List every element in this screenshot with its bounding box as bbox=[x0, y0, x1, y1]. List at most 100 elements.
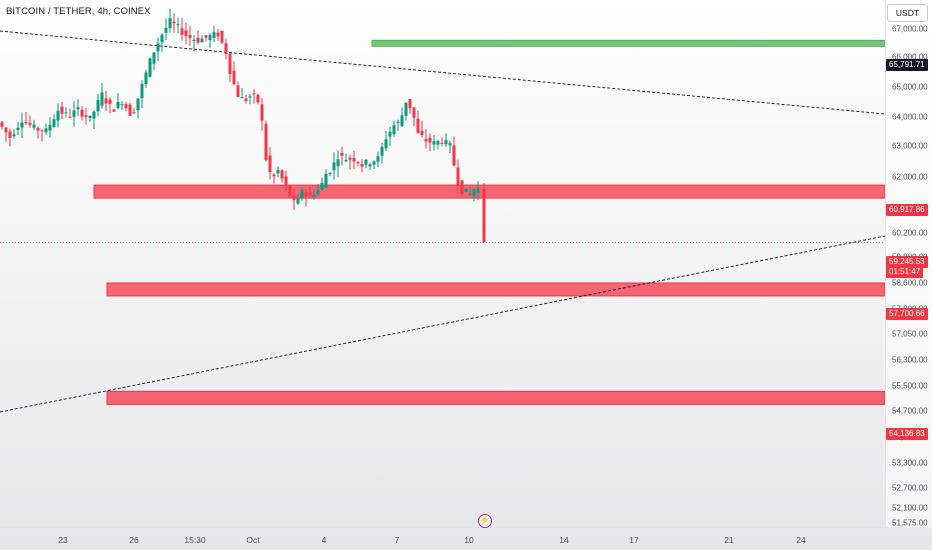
candle-body bbox=[116, 102, 120, 108]
candle-body bbox=[144, 72, 148, 85]
price-tick: 62,000.00 bbox=[892, 172, 928, 182]
candle-body bbox=[0, 122, 4, 127]
candle-body bbox=[192, 39, 196, 42]
candle-body bbox=[120, 104, 124, 106]
candle-body bbox=[316, 189, 320, 195]
candle-body bbox=[460, 180, 464, 194]
candle-body bbox=[396, 121, 400, 124]
time-tick: 26 bbox=[129, 535, 139, 545]
candle-body bbox=[296, 198, 300, 204]
candle-body bbox=[72, 110, 76, 117]
price-plot[interactable] bbox=[0, 0, 885, 527]
candle-body bbox=[172, 21, 176, 24]
candle-body bbox=[436, 140, 440, 145]
candle-body bbox=[68, 116, 72, 118]
candle-body bbox=[448, 143, 452, 146]
candle-body bbox=[428, 137, 432, 143]
price-tick: 58,600.00 bbox=[892, 278, 928, 288]
candle-body bbox=[132, 112, 136, 114]
candle-body bbox=[332, 162, 336, 171]
time-axis[interactable] bbox=[0, 527, 885, 550]
zone-support bbox=[93, 184, 885, 199]
time-tick: 7 bbox=[394, 535, 400, 545]
time-tick: 4 bbox=[321, 535, 327, 545]
candle-body bbox=[452, 145, 456, 166]
candle-body bbox=[148, 58, 152, 77]
price-tick: 67,000.00 bbox=[892, 24, 928, 34]
candle-body bbox=[280, 170, 284, 179]
candle-body bbox=[224, 43, 228, 55]
price-tick: 55,500.00 bbox=[892, 381, 928, 391]
candle-body bbox=[16, 127, 20, 130]
currency-button[interactable]: USDT bbox=[887, 4, 928, 22]
zone-resistance bbox=[371, 39, 885, 47]
price-tick: 54,700.00 bbox=[892, 406, 928, 416]
candle-body bbox=[252, 93, 256, 95]
candle-body bbox=[20, 122, 24, 128]
candle-body bbox=[408, 99, 412, 109]
candle-body bbox=[440, 142, 444, 144]
candle-body bbox=[96, 100, 100, 112]
candle-body bbox=[308, 192, 312, 196]
candle-body bbox=[228, 53, 232, 75]
candle-body bbox=[256, 94, 260, 103]
candle-body bbox=[468, 193, 472, 195]
candle-body bbox=[384, 139, 388, 149]
candle-body bbox=[92, 111, 96, 119]
candle-body bbox=[160, 34, 164, 43]
candle-body bbox=[84, 115, 88, 117]
candle-body bbox=[392, 125, 396, 135]
candle-body bbox=[248, 96, 252, 98]
candle-body bbox=[180, 28, 184, 35]
candle-body bbox=[356, 162, 360, 164]
candle-body bbox=[476, 188, 480, 193]
time-tick: 21 bbox=[724, 535, 734, 545]
candle-body bbox=[36, 127, 40, 131]
candle-body bbox=[188, 35, 192, 39]
candle-body bbox=[272, 174, 276, 177]
price-tick: 52,700.00 bbox=[892, 483, 928, 493]
candle-body bbox=[80, 109, 84, 117]
candle-body bbox=[152, 52, 156, 64]
candle-body bbox=[184, 30, 188, 37]
candle-body bbox=[136, 98, 140, 111]
candle-body bbox=[292, 196, 296, 201]
candle-body bbox=[212, 32, 216, 38]
candle-body bbox=[240, 97, 244, 99]
candle-body bbox=[196, 37, 200, 43]
candle-body bbox=[24, 122, 28, 124]
candle-body bbox=[416, 118, 420, 133]
time-tick: 23 bbox=[58, 535, 68, 545]
candle-body bbox=[140, 83, 144, 99]
lightning-icon[interactable]: ⚡ bbox=[478, 514, 492, 528]
candle-body bbox=[464, 188, 468, 192]
candle-body bbox=[112, 109, 116, 112]
candle-body bbox=[288, 186, 292, 197]
candle-body bbox=[48, 124, 52, 131]
candle-body bbox=[412, 107, 416, 118]
candle-body bbox=[372, 161, 376, 165]
candle-body bbox=[344, 160, 348, 162]
candle-body bbox=[364, 159, 368, 165]
candle-body bbox=[4, 127, 8, 133]
candle-body bbox=[456, 167, 460, 186]
price-tick: 51,575.00 bbox=[892, 518, 928, 528]
candle-body bbox=[360, 164, 364, 167]
price-tag: 59,245.53 bbox=[886, 256, 928, 268]
trendline-ascending bbox=[0, 235, 885, 413]
price-tick: 57,050.00 bbox=[892, 329, 928, 339]
candle-body bbox=[260, 104, 264, 121]
candle-body bbox=[64, 112, 68, 114]
candle-body bbox=[304, 192, 308, 197]
time-tick: Oct bbox=[246, 535, 260, 545]
candle-body bbox=[432, 141, 436, 145]
candle-body bbox=[156, 43, 160, 52]
candle-body bbox=[328, 172, 332, 174]
candle-body bbox=[404, 102, 408, 116]
candle-body bbox=[220, 30, 224, 43]
candle-body bbox=[8, 131, 12, 139]
price-tag: 65,791.71 bbox=[886, 59, 928, 71]
candle-body bbox=[40, 130, 44, 132]
candle-body bbox=[164, 27, 168, 33]
